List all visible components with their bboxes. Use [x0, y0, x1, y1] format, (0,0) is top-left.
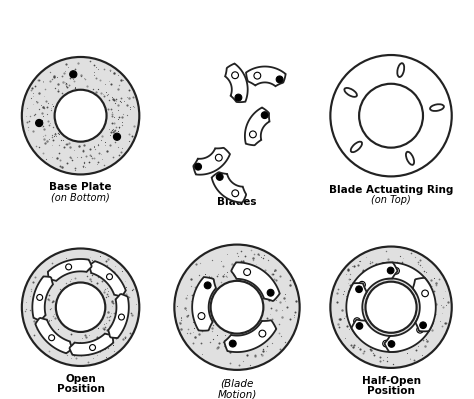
Polygon shape — [379, 263, 431, 295]
Circle shape — [244, 269, 251, 275]
Text: Blade Actuating Ring: Blade Actuating Ring — [329, 185, 453, 195]
Polygon shape — [108, 294, 129, 338]
Circle shape — [22, 57, 139, 174]
Circle shape — [70, 71, 77, 78]
Ellipse shape — [397, 63, 404, 77]
Circle shape — [354, 318, 360, 324]
Circle shape — [422, 290, 428, 297]
Polygon shape — [224, 320, 276, 352]
Circle shape — [49, 335, 55, 341]
Polygon shape — [351, 320, 403, 352]
Circle shape — [36, 294, 43, 300]
Polygon shape — [212, 172, 246, 203]
Circle shape — [36, 119, 43, 126]
Circle shape — [254, 72, 261, 79]
Polygon shape — [36, 318, 72, 353]
Circle shape — [210, 281, 264, 334]
Circle shape — [267, 289, 274, 296]
Circle shape — [232, 190, 238, 197]
Circle shape — [359, 281, 365, 288]
Text: (Blade: (Blade — [220, 379, 254, 389]
Circle shape — [356, 286, 362, 292]
Circle shape — [249, 131, 256, 138]
Polygon shape — [246, 67, 286, 86]
Polygon shape — [245, 107, 270, 145]
Ellipse shape — [406, 152, 414, 165]
Circle shape — [259, 330, 266, 337]
Text: (on Top): (on Top) — [371, 195, 411, 205]
Circle shape — [383, 340, 389, 347]
Ellipse shape — [345, 88, 357, 97]
Text: Motion): Motion) — [217, 389, 257, 399]
Polygon shape — [231, 263, 280, 301]
Circle shape — [388, 341, 395, 347]
Circle shape — [204, 282, 211, 289]
Ellipse shape — [430, 104, 444, 111]
Polygon shape — [193, 148, 230, 175]
Circle shape — [22, 249, 139, 366]
Text: Position: Position — [367, 387, 415, 397]
Text: Position: Position — [56, 384, 105, 394]
Circle shape — [174, 245, 300, 370]
Circle shape — [417, 326, 423, 333]
Text: Base Plate: Base Plate — [49, 182, 112, 192]
Circle shape — [90, 345, 95, 350]
Polygon shape — [32, 277, 53, 320]
Circle shape — [330, 55, 452, 176]
Text: Blades: Blades — [217, 197, 257, 207]
Polygon shape — [48, 259, 91, 281]
Text: Open: Open — [65, 374, 96, 384]
Circle shape — [66, 264, 72, 270]
Circle shape — [261, 112, 268, 119]
Polygon shape — [384, 314, 433, 352]
Polygon shape — [89, 261, 126, 296]
Circle shape — [420, 322, 427, 328]
Circle shape — [393, 267, 400, 274]
Circle shape — [215, 154, 222, 161]
Circle shape — [356, 323, 363, 329]
Polygon shape — [413, 278, 436, 331]
Ellipse shape — [351, 142, 362, 152]
Text: (on Bottom): (on Bottom) — [51, 192, 110, 202]
Circle shape — [235, 94, 242, 101]
Circle shape — [113, 133, 120, 140]
Polygon shape — [192, 277, 216, 331]
Polygon shape — [346, 283, 369, 337]
Circle shape — [216, 174, 223, 180]
Polygon shape — [225, 63, 248, 102]
Circle shape — [330, 247, 452, 368]
Circle shape — [232, 72, 238, 79]
Circle shape — [387, 267, 394, 274]
Text: Half-Open: Half-Open — [362, 376, 420, 386]
Circle shape — [276, 76, 283, 83]
Circle shape — [55, 90, 107, 142]
Polygon shape — [349, 263, 398, 300]
Circle shape — [198, 313, 205, 320]
Circle shape — [365, 282, 417, 333]
Circle shape — [229, 340, 236, 347]
Circle shape — [419, 285, 426, 292]
Circle shape — [195, 163, 201, 170]
Polygon shape — [70, 334, 113, 356]
Circle shape — [56, 282, 105, 332]
Circle shape — [359, 84, 423, 148]
Circle shape — [118, 314, 125, 320]
Circle shape — [107, 274, 112, 280]
